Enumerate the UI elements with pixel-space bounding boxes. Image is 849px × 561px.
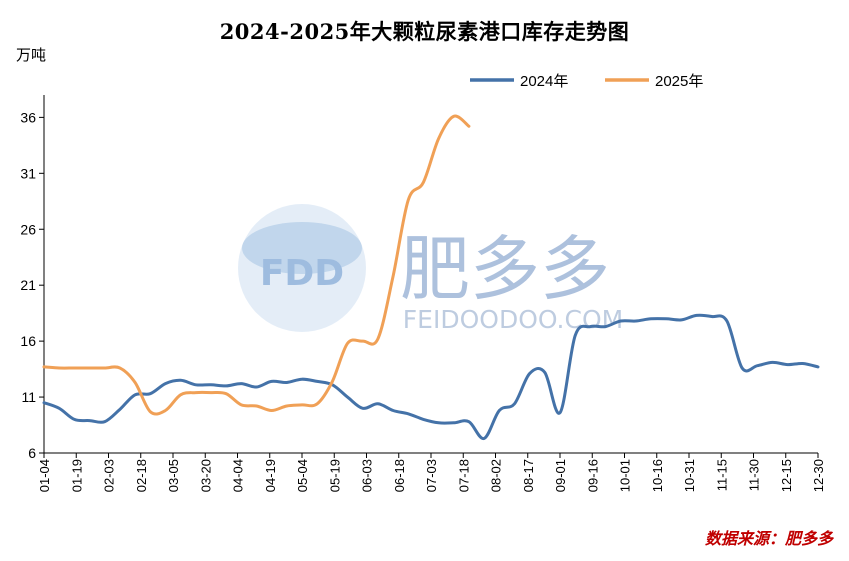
x-tick-label: 02-03 [102, 459, 117, 492]
y-tick-label: 16 [20, 333, 36, 349]
x-tick-label: 07-03 [424, 459, 439, 492]
x-tick-label: 02-18 [134, 459, 149, 492]
legend-label: 2024年 [520, 73, 568, 90]
x-tick-label: 06-18 [392, 459, 407, 492]
series-line-b [42, 114, 471, 416]
y-axis-unit-label: 万吨 [16, 46, 47, 64]
source-note: 数据来源：肥多多 [704, 529, 833, 548]
watermark-logo-leaf [242, 222, 362, 274]
watermark-url-text: FEIDOODOO.COM [403, 305, 623, 334]
x-tick-label: 08-02 [489, 459, 504, 492]
x-tick-label: 09-01 [553, 459, 568, 492]
watermark-logo-text: FDD [260, 253, 344, 294]
x-tick-label: 01-04 [37, 459, 52, 492]
x-tick-label: 11-15 [714, 459, 729, 491]
y-tick-label: 11 [21, 389, 36, 405]
x-tick-label: 05-04 [295, 459, 310, 492]
x-tick-label: 04-19 [263, 459, 278, 492]
watermark: FDD 肥多多 FEIDOODOO.COM [238, 204, 623, 334]
y-tick-label: 36 [20, 109, 36, 125]
series-layer [42, 114, 820, 441]
chart-title: 2024-2025年大颗粒尿素港口库存走势图 [219, 19, 630, 44]
x-tick-label: 12-30 [811, 459, 826, 492]
x-tick-label: 10-31 [682, 459, 697, 492]
x-tick-label: 12-15 [779, 459, 794, 492]
x-tick-label: 04-04 [231, 459, 246, 492]
x-tick-label: 01-19 [69, 459, 84, 492]
x-tick-label: 10-16 [650, 459, 665, 492]
x-tick-label: 03-20 [198, 459, 213, 492]
x-tick-label: 06-03 [360, 459, 375, 492]
x-tick-label: 09-16 [585, 459, 600, 492]
x-tick-label: 10-01 [618, 459, 633, 492]
y-tick-label: 6 [28, 445, 36, 461]
series-line-a [42, 313, 820, 441]
y-tick-label: 26 [20, 221, 36, 237]
x-tick-label: 05-19 [327, 459, 342, 492]
x-tick-label: 08-17 [521, 459, 536, 492]
legend-label: 2025年 [655, 73, 703, 90]
chart-legend: 2024年 2025年 [470, 73, 703, 90]
x-tick-label: 07-18 [456, 459, 471, 492]
x-tick-label: 11-30 [747, 459, 762, 491]
x-tick-label: 03-05 [166, 459, 181, 492]
y-tick-label: 21 [20, 277, 36, 293]
watermark-brand-text: 肥多多 [400, 228, 610, 310]
chart-axes: 6 11 16 21 26 31 36 01-04 01-19 02-03 02-18 03-05 03… [20, 95, 826, 492]
y-tick-label: 31 [20, 165, 36, 181]
